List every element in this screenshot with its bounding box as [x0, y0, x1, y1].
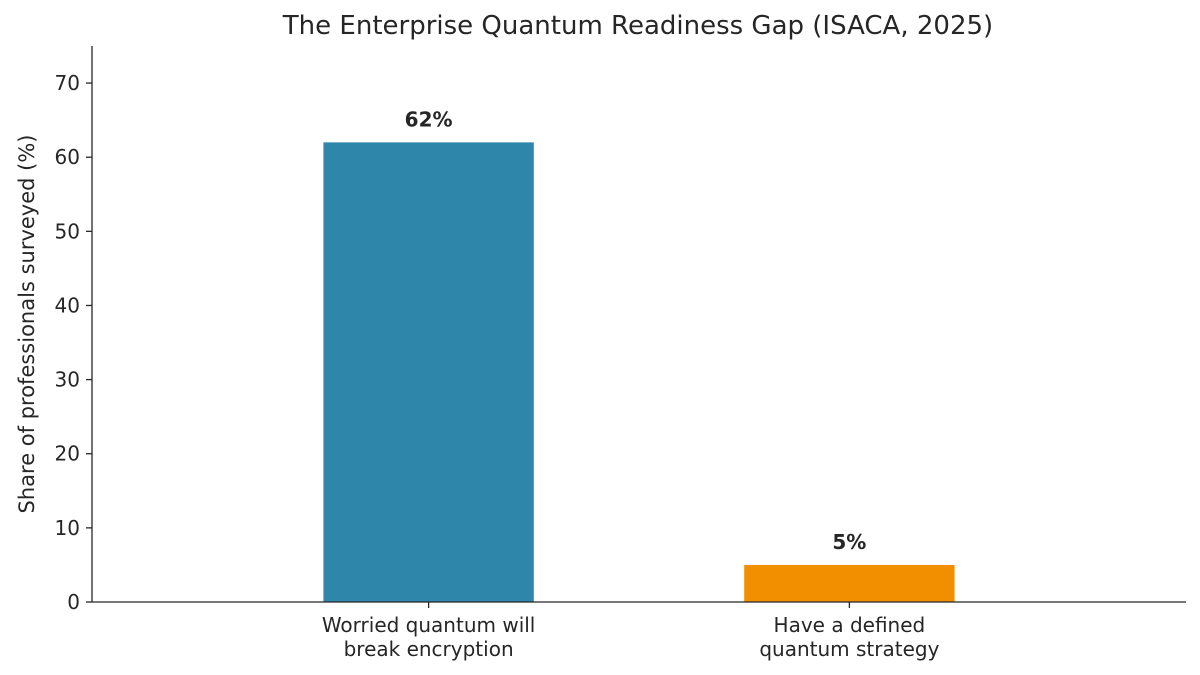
x-tick-label-line: Have a defined: [774, 613, 926, 637]
x-tick-label-line: quantum strategy: [759, 637, 939, 661]
y-tick-label: 40: [55, 293, 80, 317]
x-tick-label-1: Worried quantum will break encryption: [322, 613, 536, 661]
data-label-2: 5%: [832, 530, 866, 554]
y-tick-label: 70: [55, 71, 80, 95]
x-tick-label-line: break encryption: [344, 637, 514, 661]
bar-2: [744, 564, 955, 602]
y-tick-label: 20: [55, 442, 80, 466]
x-tick-label-line: Worried quantum will: [322, 613, 536, 637]
bar-1: [323, 142, 534, 602]
plot-area: 62% 5% 0 10 20 30 40 50 60 70 Worried quantum will…: [55, 46, 1186, 661]
y-tick-label: 60: [55, 145, 80, 169]
y-tick-label: 50: [55, 219, 80, 243]
y-tick-label: 10: [55, 516, 80, 540]
y-tick-label: 0: [67, 590, 80, 614]
x-tick-label-2: Have a defined quantum strategy: [759, 613, 939, 661]
chart-title: The Enterprise Quantum Readiness Gap (IS…: [282, 11, 993, 41]
data-label-1: 62%: [405, 107, 453, 131]
y-tick-label: 30: [55, 368, 80, 392]
y-axis-label: Share of professionals surveyed (%): [15, 135, 39, 514]
